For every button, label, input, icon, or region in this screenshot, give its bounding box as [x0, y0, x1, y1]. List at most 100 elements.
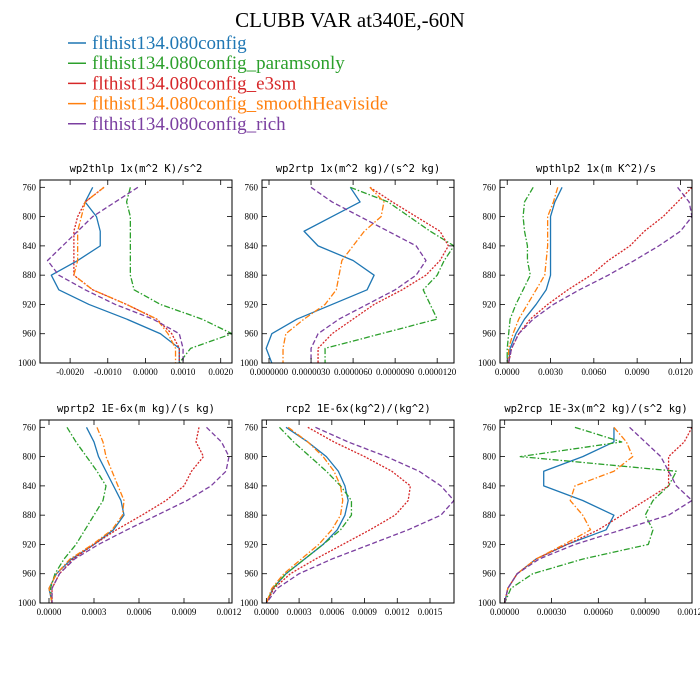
- legend-label: flthist134.080config_rich: [92, 114, 286, 135]
- series-line-5: [508, 186, 692, 363]
- y-tick-label: 880: [23, 270, 37, 280]
- series-line-3: [73, 186, 180, 363]
- series-line-1: [265, 186, 375, 363]
- x-tick-label: 0.0090: [625, 367, 650, 377]
- panel-2: wp2rtp 1x(m^2 kg)/(s^2 kg) 760 800 840 880 92…: [240, 163, 457, 377]
- series-line-4: [48, 427, 125, 603]
- panel-4: wprtp2 1E-6x(m kg)/(s kg) 760 800 840 880 920…: [18, 403, 241, 617]
- x-tick-label: 0.0000030: [292, 367, 331, 377]
- series-group: [506, 186, 692, 363]
- panel-title: wpthlp2 1x(m K^2)/s: [536, 163, 656, 175]
- series-line-4: [282, 186, 385, 363]
- series-line-1: [508, 187, 563, 363]
- plot-frame: [39, 419, 233, 604]
- x-tick-label: 0.0012: [385, 607, 410, 617]
- y-tick-label: 760: [483, 182, 497, 192]
- panels: wp2thlp 1x(m^2 K)/s^2 760 800 840 880 920 960 1…: [18, 163, 700, 617]
- x-tick-label: 0.0030: [538, 367, 563, 377]
- y-tick-label: 920: [483, 539, 497, 549]
- y-tick-label: 800: [483, 452, 497, 462]
- x-tick-label: 0.0000060: [334, 367, 373, 377]
- y-tick-label: 960: [245, 569, 259, 579]
- series-line-4: [504, 426, 634, 603]
- x-tick-label: -0.0010: [94, 367, 122, 377]
- y-tick-label: 920: [483, 299, 497, 309]
- y-tick-label: 920: [23, 539, 37, 549]
- panel-6: wp2rcp 1E-3x(m^2 kg)/(s^2 kg) 760 800 840 88…: [478, 403, 700, 617]
- y-tick-label: 880: [23, 510, 37, 520]
- y-tick-label: 800: [23, 212, 37, 222]
- x-tick-label: 0.0000: [133, 367, 158, 377]
- legend-label: flthist134.080config_e3sm: [92, 73, 296, 94]
- legend-item: flthist134.080config_e3sm: [68, 73, 296, 94]
- series-line-2: [125, 187, 232, 363]
- legend-item: flthist134.080config: [68, 33, 247, 54]
- x-tick-label: 0.0006: [127, 607, 152, 617]
- x-tick-label: -0.0020: [56, 367, 84, 377]
- panel-title: rcp2 1E-6x(kg^2)/(kg^2): [285, 403, 430, 415]
- panel-3: wpthlp2 1x(m K^2)/s 760 800 840 880 920 960 100…: [478, 163, 693, 377]
- series-line-4: [508, 187, 559, 363]
- series-line-3: [504, 427, 692, 603]
- legend-label: flthist134.080config_smoothHeaviside: [92, 94, 388, 115]
- x-tick-label: 0.0009: [172, 607, 197, 617]
- y-tick-label: 840: [245, 481, 259, 491]
- series-line-3: [51, 427, 205, 603]
- y-tick-label: 760: [23, 422, 37, 432]
- x-tick-label: 0.0060: [581, 367, 606, 377]
- panel-title: wp2rtp 1x(m^2 kg)/(s^2 kg): [276, 163, 440, 175]
- y-tick-label: 880: [483, 270, 497, 280]
- x-tick-label: 0.0010: [171, 367, 196, 377]
- plot-frame: [261, 419, 455, 604]
- legend-item: flthist134.080config_smoothHeaviside: [68, 94, 388, 115]
- panel-title: wp2thlp 1x(m^2 K)/s^2: [70, 163, 203, 175]
- series-line-2: [504, 426, 678, 603]
- series-line-3: [265, 426, 412, 603]
- series-line-1: [48, 427, 125, 603]
- series-line-4: [265, 426, 344, 603]
- series-line-1: [504, 427, 615, 603]
- y-tick-label: 880: [245, 270, 259, 280]
- figure-title: CLUBB VAR at340E,-60N: [235, 8, 465, 32]
- x-tick-label: 0.0020: [208, 367, 233, 377]
- x-tick-label: 0.0120: [668, 367, 693, 377]
- series-group: [504, 426, 692, 603]
- y-tick-label: 760: [245, 182, 259, 192]
- y-tick-label: 800: [483, 212, 497, 222]
- series-group: [265, 426, 454, 603]
- y-tick-label: 960: [483, 569, 497, 579]
- panel-5: rcp2 1E-6x(kg^2)/(kg^2) 760 800 840 880 920 96…: [240, 403, 455, 617]
- x-tick-label: 0.0009: [352, 607, 377, 617]
- x-tick-label: 0.00000: [490, 607, 520, 617]
- panel-title: wprtp2 1E-6x(m kg)/(s kg): [57, 403, 215, 415]
- y-tick-label: 840: [23, 241, 37, 251]
- x-tick-label: 0.0015: [418, 607, 443, 617]
- y-tick-label: 920: [23, 299, 37, 309]
- series-line-5: [51, 426, 230, 603]
- x-tick-label: 0.0000000: [250, 367, 289, 377]
- x-tick-label: 0.0000120: [418, 367, 457, 377]
- series-line-2: [506, 186, 534, 363]
- panel-1: wp2thlp 1x(m^2 K)/s^2 760 800 840 880 920 960 1…: [18, 163, 234, 377]
- x-tick-label: 0.0000: [254, 607, 279, 617]
- y-tick-label: 800: [245, 452, 259, 462]
- series-line-5: [46, 186, 184, 363]
- y-tick-label: 760: [23, 182, 37, 192]
- x-tick-label: 0.0003: [287, 607, 312, 617]
- series-line-5: [504, 426, 692, 603]
- y-tick-label: 800: [23, 452, 37, 462]
- y-tick-label: 840: [245, 241, 259, 251]
- y-tick-label: 920: [245, 539, 259, 549]
- series-line-2: [49, 426, 107, 603]
- x-tick-label: 0.0000: [37, 607, 62, 617]
- legend: flthist134.080configflthist134.080config…: [68, 33, 388, 135]
- panel-title: wp2rcp 1E-3x(m^2 kg)/(s^2 kg): [504, 403, 687, 415]
- x-tick-label: 0.0006: [319, 607, 344, 617]
- x-tick-label: 0.0003: [82, 607, 107, 617]
- y-tick-label: 1000: [478, 598, 497, 608]
- legend-label: flthist134.080config_paramsonly: [92, 53, 345, 74]
- y-tick-label: 960: [483, 329, 497, 339]
- series-line-2: [265, 426, 353, 603]
- x-tick-label: 0.00030: [537, 607, 567, 617]
